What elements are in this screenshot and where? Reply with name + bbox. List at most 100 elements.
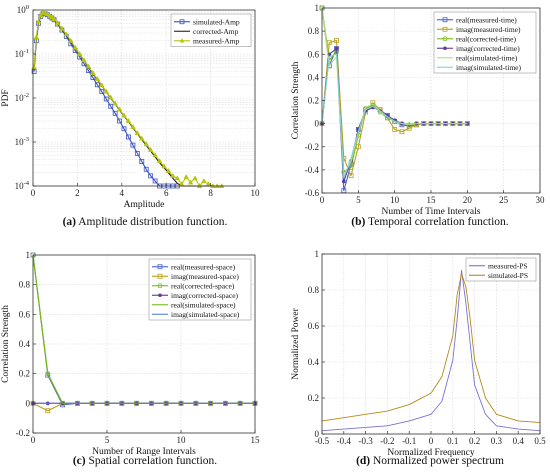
data-point (156, 157, 163, 163)
legend-marker (179, 38, 185, 43)
data-point (116, 106, 123, 112)
x-tick-label: 2 (75, 188, 80, 198)
y-axis-label: Correlation Strength (291, 61, 301, 139)
legend-entry: real(corrected-time) (456, 34, 516, 43)
x-tick-label: -0.5 (315, 436, 330, 446)
data-point (392, 127, 398, 132)
x-tick-label: -0.1 (402, 436, 416, 446)
x-tick-label: 0.5 (534, 436, 546, 446)
data-point (54, 19, 61, 25)
series-line-measured-PS (321, 269, 541, 432)
data-point (108, 103, 114, 109)
data-point (143, 166, 149, 172)
x-tick-label: 0 (429, 436, 434, 446)
legend-box (148, 258, 252, 321)
data-point (342, 179, 346, 184)
data-point (90, 69, 96, 75)
y-tick-label: 10-2 (15, 92, 29, 103)
legend-entry: real(measured-space) (171, 262, 236, 271)
data-point (201, 177, 207, 183)
data-point (183, 173, 189, 179)
y-tick-label: 0.6 (308, 49, 320, 59)
series-group (319, 5, 470, 194)
y-tick-label: 0.6 (19, 309, 31, 319)
data-point (348, 173, 354, 179)
legend-marker (443, 46, 447, 51)
legend-marker (157, 283, 163, 289)
x-axis-label: Normalized Frequency (387, 448, 475, 458)
data-point (85, 63, 92, 69)
data-point (112, 100, 118, 106)
x-tick-label: 10 (251, 188, 261, 198)
data-point (125, 117, 132, 123)
legend-entry: real(simulated-time) (456, 53, 518, 62)
y-axis-label: Correlation Strength (1, 305, 11, 383)
data-point (355, 144, 361, 150)
data-point (117, 118, 122, 124)
legend-marker (442, 26, 448, 32)
data-point (147, 146, 154, 152)
data-point (35, 18, 42, 24)
legend-entry: real(measured-time) (456, 15, 517, 24)
data-point (130, 123, 136, 129)
x-tick-label: 0.4 (513, 436, 525, 446)
data-point (139, 159, 145, 164)
legend-entry: simulated-Amp (193, 17, 240, 26)
y-tick-label: 1 (26, 250, 31, 260)
y-axis-label: Normalized Power (291, 307, 301, 379)
data-point (45, 408, 51, 414)
panel-a: 0 2 4 6 8 10 100 10-1 10-2 10-3 10-4 Amplitude PDF si… (1, 4, 260, 228)
y-tick-label: 0.8 (308, 285, 320, 295)
y-tick-label: 0.4 (19, 339, 31, 349)
data-point (68, 37, 74, 43)
series-group (321, 269, 541, 432)
y-tick-label: 0 (315, 119, 320, 129)
data-point (103, 88, 109, 94)
x-tick-label: 15 (251, 435, 261, 445)
data-point (334, 37, 339, 43)
data-point (38, 12, 44, 18)
x-tick-label: 0 (31, 188, 36, 198)
panel-b: 0 5 10 15 20 25 30 -0.6 -0.4 -0.2 0 0.2 0.4 0.6 0.8 1 Nu… (291, 3, 545, 228)
data-point (33, 34, 40, 40)
data-point (139, 135, 145, 141)
legend-marker (442, 36, 448, 42)
x-tick-label: 30 (536, 195, 546, 205)
data-point (121, 112, 127, 118)
x-tick-label: 5 (356, 195, 361, 205)
data-point (90, 75, 96, 81)
y-tick-label: 0.4 (308, 72, 320, 82)
series-line-imag(simulated-time) (321, 53, 468, 179)
x-tick-label: 0.1 (447, 436, 458, 446)
y-tick-label: 0 (315, 429, 320, 439)
data-point (152, 178, 158, 184)
data-point (165, 167, 172, 173)
x-tick-label: 0.2 (469, 436, 480, 446)
data-point (112, 110, 118, 116)
legend-entry: imag(corrected-space) (171, 291, 239, 300)
x-tick-label: 6 (164, 188, 169, 198)
x-tick-label: 0.3 (491, 436, 503, 446)
data-point (94, 75, 101, 81)
data-point (399, 129, 405, 135)
y-tick-label: -0.6 (305, 188, 320, 198)
data-point (59, 25, 65, 31)
x-axis-label: Amplitude (124, 200, 165, 210)
legend-entry: real(corrected-space) (171, 281, 235, 290)
legend-entry: simulated-PS (488, 271, 528, 280)
x-axis-label: Number of Time Intervals (382, 206, 481, 217)
legend-marker (442, 17, 448, 23)
panel-d: -0.5 -0.4 -0.3 -0.2 -0.1 0 0.1 0.2 0.3 0.4 0.5 0 0.2… (291, 249, 546, 467)
x-tick-label: 0 (31, 435, 36, 445)
x-axis-label: Number of Range Intervals (92, 446, 196, 457)
y-tick-label: 0.2 (308, 96, 319, 106)
legend-entry: measured-Amp (193, 36, 239, 45)
legend-entry: imag(measured-time) (456, 25, 521, 34)
y-tick-label: -0.2 (16, 428, 30, 438)
y-tick-label: 0.4 (308, 357, 320, 367)
legend-entry: corrected-Amp (193, 27, 239, 36)
y-tick-label: -0.4 (305, 165, 320, 175)
data-point (63, 31, 70, 37)
y-tick-label: -0.2 (305, 142, 319, 152)
